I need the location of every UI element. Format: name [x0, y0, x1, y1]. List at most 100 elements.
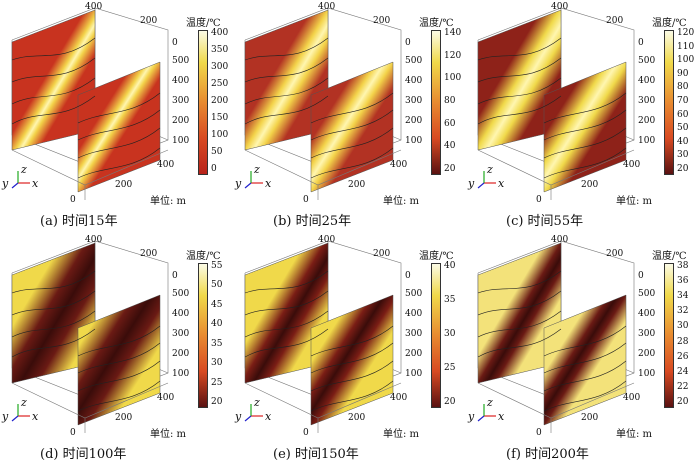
unit-label: 单位: m [383, 196, 420, 207]
colorbar-tick: 140 [444, 28, 462, 38]
axis-tick-top-2: 0 [405, 271, 411, 281]
axis-tick-vertical-0: 500 [405, 289, 423, 299]
axis-tick-vertical-1: 400 [638, 309, 656, 319]
colorbar-tick: 20 [677, 164, 689, 174]
axis-tick-bottom-0: 0 [303, 195, 309, 205]
right-section-wall [543, 61, 627, 193]
axis-tick-bottom-1: 200 [348, 413, 366, 423]
colorbar-title: 温度/℃ [652, 251, 687, 262]
model-3d-view [477, 240, 635, 433]
colorbar-title: 温度/℃ [186, 251, 221, 262]
colorbar-tick: 90 [677, 68, 689, 79]
axis-tick-vertical-2: 300 [405, 96, 423, 106]
axis-tick-vertical-1: 400 [638, 76, 656, 86]
right-section-wall [310, 294, 394, 426]
colorbar-tick: 300 [211, 62, 229, 72]
axis-y-label: y [235, 177, 242, 190]
colorbar-title: 温度/℃ [186, 18, 221, 29]
colorbar-tick: 30 [677, 321, 689, 332]
axis-x-label: x [498, 177, 505, 190]
colorbar-tick: 0 [211, 164, 217, 174]
axis-tick-bottom-1: 200 [115, 413, 133, 423]
axis-tick-bottom-2: 400 [390, 393, 408, 403]
axis-tick-vertical-4: 100 [172, 369, 190, 379]
axis-tick-bottom-2: 400 [157, 393, 175, 403]
model-3d-view [11, 7, 169, 200]
colorbar-tick: 20 [211, 397, 223, 407]
panel-2: 400 200 0 500 400 300 200 100 0 200 400 x y z 温度/℃ 140 1… [233, 0, 466, 233]
panel-6: 400 200 0 500 400 300 200 100 0 200 400 x y z 温度/℃ 38 36… [466, 233, 699, 466]
colorbar-tick: 100 [211, 130, 229, 140]
axis-triad [244, 404, 263, 422]
colorbar-tick: 20 [444, 397, 456, 407]
colorbar-tick: 25 [444, 363, 456, 373]
colorbar-tick: 20 [677, 397, 689, 407]
panel-caption: (e) 时间150年 [273, 447, 359, 462]
panel-caption: (d) 时间100年 [40, 447, 127, 462]
axis-tick-bottom-1: 200 [581, 180, 599, 190]
right-section-wall [543, 294, 627, 426]
axis-tick-vertical-1: 400 [405, 76, 423, 86]
axis-z-label: z [487, 163, 493, 176]
colorbar-tick: 40 [211, 319, 223, 330]
panel-caption: (b) 时间25年 [273, 214, 352, 229]
axis-x-label: x [32, 410, 39, 423]
axis-tick-vertical-0: 500 [405, 56, 423, 66]
colorbar-tick: 45 [211, 299, 223, 310]
colorbar-title: 温度/℃ [419, 251, 454, 262]
axis-tick-top-0: 400 [318, 2, 336, 12]
right-section-wall [77, 61, 161, 193]
colorbar-tick: 20 [444, 164, 456, 174]
axis-y-label: y [2, 177, 9, 190]
colorbar-tick: 100 [677, 55, 695, 66]
colorbar-tick: 200 [211, 96, 229, 106]
axis-z-label: z [21, 396, 27, 409]
model-3d-view [244, 7, 402, 200]
axis-triad [244, 171, 263, 189]
axis-tick-bottom-2: 400 [623, 160, 641, 170]
colorbar-tick: 40 [677, 136, 689, 147]
axis-tick-vertical-2: 300 [638, 96, 656, 106]
colorbar-tick: 30 [444, 329, 456, 339]
right-section-wall [77, 294, 161, 426]
colorbar-tick: 30 [677, 150, 689, 161]
axis-tick-top-2: 0 [172, 271, 178, 281]
axis-tick-vertical-1: 400 [172, 309, 190, 319]
axis-tick-top-0: 400 [551, 2, 569, 12]
axis-tick-vertical-0: 500 [638, 56, 656, 66]
colorbar [198, 30, 208, 175]
colorbar-title: 温度/℃ [419, 18, 454, 29]
axis-tick-vertical-3: 200 [638, 116, 656, 126]
axis-tick-vertical-2: 300 [638, 329, 656, 339]
colorbar [664, 263, 674, 408]
axis-tick-bottom-0: 0 [70, 428, 76, 438]
colorbar [664, 30, 674, 175]
axis-triad [11, 404, 30, 422]
axis-tick-bottom-1: 200 [348, 180, 366, 190]
axis-tick-top-0: 400 [85, 235, 103, 245]
colorbar-tick: 60 [677, 109, 689, 120]
axis-tick-bottom-2: 400 [157, 160, 175, 170]
axis-tick-top-0: 400 [85, 2, 103, 12]
colorbar-tick: 80 [677, 82, 689, 93]
axis-tick-top-1: 200 [373, 249, 391, 259]
unit-label: 单位: m [150, 429, 187, 440]
axis-tick-vertical-3: 200 [172, 116, 190, 126]
axis-tick-top-1: 200 [373, 16, 391, 26]
axis-tick-bottom-0: 0 [536, 428, 542, 438]
panel-caption: (f) 时间200年 [506, 447, 589, 462]
model-3d-view [11, 240, 169, 433]
axis-tick-top-0: 400 [318, 235, 336, 245]
axis-tick-vertical-1: 400 [405, 309, 423, 319]
axis-triad [477, 404, 496, 422]
unit-label: 单位: m [616, 429, 653, 440]
axis-triad [11, 171, 30, 189]
panel-caption: (a) 时间15年 [40, 214, 118, 229]
axis-tick-vertical-2: 300 [172, 96, 190, 106]
axis-tick-vertical-0: 500 [172, 56, 190, 66]
colorbar-tick: 80 [444, 96, 456, 106]
unit-label: 单位: m [616, 196, 653, 207]
colorbar-tick: 36 [677, 276, 689, 287]
panel-1: 400 200 0 500 400 300 200 100 0 200 400 x y z 温度/℃ 400 3… [0, 0, 233, 233]
colorbar-tick: 30 [211, 358, 223, 369]
